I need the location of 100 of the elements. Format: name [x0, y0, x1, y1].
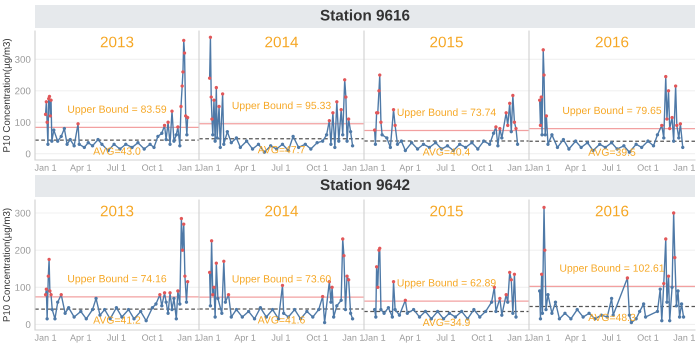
x-tick-label: Jan 1 — [34, 334, 56, 341]
point — [350, 317, 354, 321]
point — [213, 315, 217, 319]
point — [182, 222, 186, 226]
point — [309, 147, 313, 151]
point — [224, 300, 228, 304]
point — [494, 310, 498, 314]
point — [492, 132, 496, 135]
point — [162, 124, 166, 128]
point — [386, 306, 390, 310]
point — [374, 142, 378, 146]
point — [670, 286, 674, 289]
point — [47, 258, 51, 262]
point — [512, 272, 516, 276]
point — [482, 139, 486, 143]
point — [170, 110, 174, 113]
point — [343, 78, 346, 82]
y-tick-label: 100 — [15, 118, 30, 126]
point — [222, 142, 226, 146]
point — [102, 308, 106, 312]
point — [168, 142, 172, 146]
point — [240, 315, 244, 319]
point — [400, 139, 404, 143]
point — [675, 124, 679, 128]
point — [379, 308, 383, 312]
point — [178, 302, 182, 306]
point — [211, 293, 214, 296]
point — [460, 310, 464, 314]
point — [45, 317, 49, 321]
point — [100, 142, 104, 146]
point — [292, 308, 296, 312]
chart-subtitle: 2014 — [265, 36, 298, 48]
point — [538, 317, 542, 321]
y-axis-title: P10 Concentration(µg/m3) — [2, 38, 12, 152]
ref-line-label: Upper Bound = 73.74 — [398, 108, 496, 118]
point — [218, 146, 222, 150]
x-tick-label: Apr 1 — [399, 164, 420, 173]
point — [49, 293, 53, 296]
point — [72, 315, 76, 319]
x-tick-label: Oct 1 — [472, 334, 492, 341]
point — [544, 114, 548, 118]
x-tick-label: Jan 1 — [34, 164, 56, 171]
point — [508, 270, 512, 274]
point — [182, 38, 186, 42]
point — [377, 89, 381, 92]
point — [60, 134, 63, 138]
point — [212, 286, 216, 289]
y-tick-label: 0 — [26, 150, 30, 158]
y-tick-label: 200 — [15, 88, 30, 94]
x-tick-label: Jul 1 — [602, 334, 621, 341]
x-tick-label: Jan 1 — [364, 334, 386, 341]
point — [346, 117, 350, 121]
ref-line-label: Upper Bound = 83.59 — [68, 105, 166, 115]
point — [538, 289, 542, 293]
point — [84, 317, 88, 321]
point — [508, 102, 512, 106]
y-tick-label: 0 — [26, 321, 30, 328]
point — [374, 315, 378, 319]
x-tick-label: Apr 1 — [234, 334, 256, 343]
point — [68, 138, 72, 142]
x-tick-label: Oct 1 — [142, 164, 163, 171]
point — [677, 136, 680, 140]
x-tick-label: Jan 1 — [178, 334, 200, 341]
x-tick-label: Jan 1 — [198, 334, 220, 341]
point — [446, 144, 450, 148]
x-tick-label: Jul 1 — [107, 334, 126, 341]
point — [212, 98, 216, 102]
point — [610, 140, 614, 144]
point — [341, 133, 344, 137]
point — [382, 312, 386, 315]
point — [337, 139, 340, 143]
point — [579, 146, 583, 150]
point — [339, 108, 343, 112]
point — [62, 126, 66, 130]
ref-line-label: Upper Bound = 95.33 — [232, 102, 331, 112]
point — [538, 98, 542, 102]
point — [662, 136, 666, 140]
point — [114, 306, 118, 310]
point — [379, 120, 383, 124]
point — [213, 139, 217, 143]
point — [668, 319, 672, 322]
point — [150, 306, 154, 310]
point — [234, 136, 238, 140]
point — [226, 293, 230, 296]
point — [348, 130, 352, 134]
point — [220, 92, 224, 96]
point — [344, 95, 348, 99]
x-tick-label: Jan 1 — [178, 164, 200, 171]
point — [160, 132, 164, 135]
point — [652, 144, 656, 148]
point — [378, 73, 382, 77]
ref-line-label: Upper Bound = 102.61 — [560, 264, 664, 274]
chart-title: Station 9616 — [320, 9, 410, 21]
point — [374, 265, 378, 269]
point — [546, 293, 550, 296]
point — [178, 144, 182, 148]
point — [350, 144, 354, 148]
point — [574, 139, 578, 143]
point — [372, 128, 376, 132]
x-tick-label: Oct 1 — [472, 164, 492, 171]
